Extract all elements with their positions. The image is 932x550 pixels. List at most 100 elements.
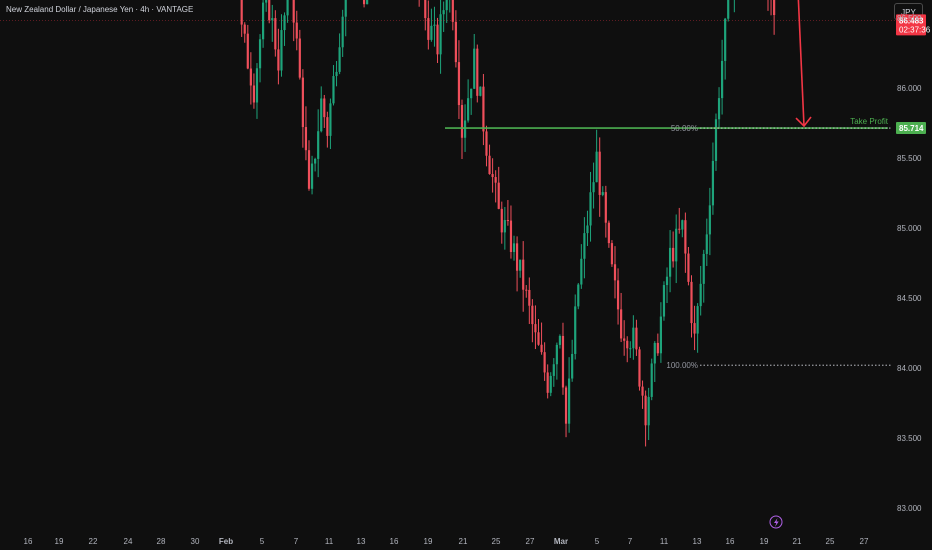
- candle-body: [571, 353, 574, 379]
- candle-body: [534, 324, 537, 333]
- candle-body: [531, 305, 534, 325]
- candle-body: [445, 0, 448, 11]
- time-tick-label: 5: [260, 537, 265, 546]
- candle-body: [243, 24, 246, 34]
- price-tick-label: 83.000: [897, 504, 922, 513]
- candle-body: [613, 264, 617, 281]
- candle-body: [635, 327, 638, 350]
- trade-levels: Stop Loss87.639Sell Entry86.854Take Prof…: [0, 14, 931, 135]
- candle-body: [577, 284, 580, 307]
- candle-body: [329, 103, 332, 136]
- lightning-icon[interactable]: [769, 515, 783, 529]
- candle-body: [503, 220, 506, 233]
- candle-body: [647, 396, 650, 426]
- candle-body: [436, 24, 439, 55]
- candle-body: [454, 21, 457, 63]
- candle-body: [592, 182, 595, 193]
- price-tick-label: 84.500: [897, 294, 922, 303]
- candle-body: [433, 24, 436, 26]
- candle-body: [519, 259, 522, 271]
- candle-body: [552, 364, 555, 376]
- candle-body: [564, 387, 568, 424]
- candle-body: [620, 309, 623, 339]
- candle-body: [249, 68, 252, 86]
- candle-body: [258, 39, 262, 69]
- level-price-tag: [896, 122, 926, 135]
- time-axis: 16 19 22 24 28 30 Feb 5 7 11 13 16 19 21 25 27 Mar 5 7 11 13…: [24, 537, 869, 546]
- candle-body: [463, 120, 467, 138]
- candle-body: [292, 0, 295, 23]
- candle-body: [629, 348, 632, 350]
- candle-body: [555, 344, 558, 365]
- candle-body: [604, 192, 607, 223]
- candle-body: [568, 378, 571, 424]
- candle-body: [307, 150, 311, 189]
- candle-body: [724, 18, 727, 61]
- lightning-icon-ring: [769, 515, 783, 529]
- candle-body: [240, 0, 243, 25]
- candle-body: [332, 76, 335, 104]
- candle-body: [543, 352, 546, 373]
- candle-body: [265, 0, 268, 3]
- price-axis: 89.50089.00088.50088.00087.50087.00086.5…: [897, 14, 922, 513]
- candle-body: [589, 192, 592, 226]
- candle-body: [457, 62, 461, 106]
- time-tick-label: 11: [660, 537, 669, 546]
- candle-body: [711, 160, 715, 206]
- candle-body: [491, 174, 494, 178]
- candle-body: [424, 0, 427, 19]
- time-tick-label: Mar: [554, 537, 568, 546]
- time-tick-label: 27: [860, 537, 869, 546]
- time-tick-label: 30: [191, 537, 200, 546]
- candle-body: [610, 243, 614, 265]
- candle-body: [268, 0, 271, 21]
- candle-body: [537, 332, 540, 345]
- chart-annotations: [769, 0, 812, 529]
- time-tick-label: 13: [357, 537, 366, 546]
- candle-body: [344, 0, 347, 17]
- time-tick-label: 21: [793, 537, 802, 546]
- time-tick-label: 11: [325, 537, 334, 546]
- candle-body: [522, 259, 525, 290]
- candle-body: [326, 117, 329, 136]
- fibonacci-levels: 0.00%50.00%100.00%: [666, 124, 892, 370]
- candle-body: [271, 18, 274, 21]
- candle-body: [512, 243, 516, 252]
- candle-body: [246, 33, 249, 69]
- candle-body: [702, 253, 705, 284]
- candle-body: [681, 220, 684, 230]
- candle-series: [240, 0, 776, 447]
- time-tick-label: 16: [726, 537, 735, 546]
- candle-body: [283, 15, 286, 31]
- current-price-value: 86.483: [899, 16, 924, 25]
- candle-body: [320, 98, 323, 132]
- time-tick-label: Feb: [219, 537, 233, 546]
- price-tick-label: 83.500: [897, 434, 922, 443]
- price-tick-label: 85.000: [897, 224, 922, 233]
- candle-body: [696, 306, 699, 334]
- candle-body: [467, 98, 470, 121]
- candle-body: [607, 222, 610, 244]
- level-price-value: 85.714: [899, 124, 924, 133]
- candle-body: [638, 349, 641, 387]
- candle-body: [362, 0, 366, 5]
- candle-body: [460, 105, 464, 138]
- candle-body: [488, 155, 491, 175]
- candle-body: [616, 280, 620, 310]
- candle-body: [626, 340, 629, 349]
- price-tick-label: 84.000: [897, 364, 922, 373]
- candle-body: [721, 60, 724, 99]
- candle-body: [274, 18, 277, 50]
- candle-body: [549, 375, 552, 393]
- candle-body: [675, 228, 678, 262]
- candle-body: [690, 281, 693, 324]
- candle-body: [623, 338, 626, 341]
- candle-body: [506, 220, 509, 222]
- price-tick-label: 85.500: [897, 154, 922, 163]
- candle-body: [335, 71, 338, 77]
- candle-body: [277, 49, 280, 71]
- candle-body: [727, 0, 730, 19]
- price-tick-label: 86.500: [897, 14, 922, 23]
- candle-body: [427, 18, 430, 40]
